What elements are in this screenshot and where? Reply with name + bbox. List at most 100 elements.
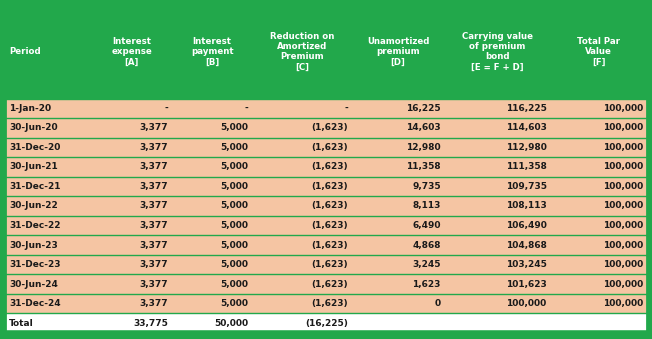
Bar (252, 216, 351, 235)
Text: 16,225: 16,225 (406, 104, 441, 113)
Text: 5,000: 5,000 (220, 299, 248, 308)
Bar (445, 274, 550, 294)
Text: 100,000: 100,000 (602, 104, 643, 113)
Bar (351, 216, 445, 235)
Bar (92, 313, 172, 333)
Bar (172, 177, 252, 196)
Text: 31-Dec-24: 31-Dec-24 (9, 299, 61, 308)
Text: -: - (244, 104, 248, 113)
Text: 30-Jun-21: 30-Jun-21 (9, 162, 58, 172)
Bar (445, 313, 550, 333)
Bar (172, 294, 252, 313)
Text: 100,000: 100,000 (602, 123, 643, 132)
Text: 3,377: 3,377 (140, 162, 168, 172)
Text: 114,603: 114,603 (506, 123, 546, 132)
Text: (1,623): (1,623) (311, 182, 348, 191)
Bar (550, 196, 647, 216)
Text: 112,980: 112,980 (506, 143, 546, 152)
Text: Interest
payment
[B]: Interest payment [B] (191, 37, 233, 67)
Text: 5,000: 5,000 (220, 280, 248, 288)
Bar (445, 235, 550, 255)
Text: 5,000: 5,000 (220, 260, 248, 269)
Bar (351, 118, 445, 138)
Bar (172, 5, 252, 99)
Bar (172, 255, 252, 274)
Bar (351, 294, 445, 313)
Bar (351, 196, 445, 216)
Bar (5, 138, 92, 157)
Bar (252, 99, 351, 118)
Bar (92, 138, 172, 157)
Bar (445, 196, 550, 216)
Bar (550, 216, 647, 235)
Text: 3,377: 3,377 (140, 221, 168, 230)
Bar (252, 274, 351, 294)
Bar (5, 177, 92, 196)
Text: (1,623): (1,623) (311, 162, 348, 172)
Bar (5, 255, 92, 274)
Bar (445, 216, 550, 235)
Bar (351, 138, 445, 157)
Text: 3,377: 3,377 (140, 143, 168, 152)
Text: 103,245: 103,245 (506, 260, 546, 269)
Bar (5, 235, 92, 255)
Text: 12,980: 12,980 (406, 143, 441, 152)
Bar (5, 274, 92, 294)
Bar (92, 118, 172, 138)
Bar (5, 313, 92, 333)
Bar (351, 177, 445, 196)
Bar (92, 294, 172, 313)
Text: 5,000: 5,000 (220, 221, 248, 230)
Bar (445, 177, 550, 196)
Bar (5, 5, 92, 99)
Text: (1,623): (1,623) (311, 201, 348, 211)
Bar (445, 5, 550, 99)
Text: Carrying value
of premium
bond
[E = F + D]: Carrying value of premium bond [E = F + … (462, 32, 533, 72)
Bar (172, 274, 252, 294)
Bar (252, 157, 351, 177)
Bar (5, 294, 92, 313)
Text: 106,490: 106,490 (506, 221, 546, 230)
Bar (172, 196, 252, 216)
Bar (252, 294, 351, 313)
Text: 31-Dec-22: 31-Dec-22 (9, 221, 61, 230)
Text: 100,000: 100,000 (602, 182, 643, 191)
Bar (252, 177, 351, 196)
Bar (550, 157, 647, 177)
Bar (92, 177, 172, 196)
Bar (351, 274, 445, 294)
Text: 100,000: 100,000 (602, 260, 643, 269)
Text: (1,623): (1,623) (311, 221, 348, 230)
Bar (351, 5, 445, 99)
Text: 100,000: 100,000 (602, 162, 643, 172)
Text: 100,000: 100,000 (602, 240, 643, 250)
Text: 30-Jun-24: 30-Jun-24 (9, 280, 58, 288)
Text: -: - (344, 104, 348, 113)
Text: 6,490: 6,490 (412, 221, 441, 230)
Bar (92, 255, 172, 274)
Text: 30-Jun-20: 30-Jun-20 (9, 123, 58, 132)
Bar (252, 5, 351, 99)
Bar (445, 138, 550, 157)
Text: 3,377: 3,377 (140, 299, 168, 308)
Bar (92, 196, 172, 216)
Bar (550, 99, 647, 118)
Text: 30-Jun-22: 30-Jun-22 (9, 201, 58, 211)
Text: 31-Dec-23: 31-Dec-23 (9, 260, 61, 269)
Text: Unamortized
premium
[D]: Unamortized premium [D] (367, 37, 430, 67)
Bar (550, 235, 647, 255)
Bar (550, 255, 647, 274)
Text: (1,623): (1,623) (311, 143, 348, 152)
Text: 101,623: 101,623 (506, 280, 546, 288)
Text: (1,623): (1,623) (311, 240, 348, 250)
Bar (172, 216, 252, 235)
Text: 3,377: 3,377 (140, 182, 168, 191)
Text: 100,000: 100,000 (602, 221, 643, 230)
Bar (92, 157, 172, 177)
Bar (550, 313, 647, 333)
Text: 100,000: 100,000 (602, 280, 643, 288)
Text: 108,113: 108,113 (506, 201, 546, 211)
Text: 100,000: 100,000 (602, 299, 643, 308)
Bar (550, 294, 647, 313)
Bar (550, 5, 647, 99)
